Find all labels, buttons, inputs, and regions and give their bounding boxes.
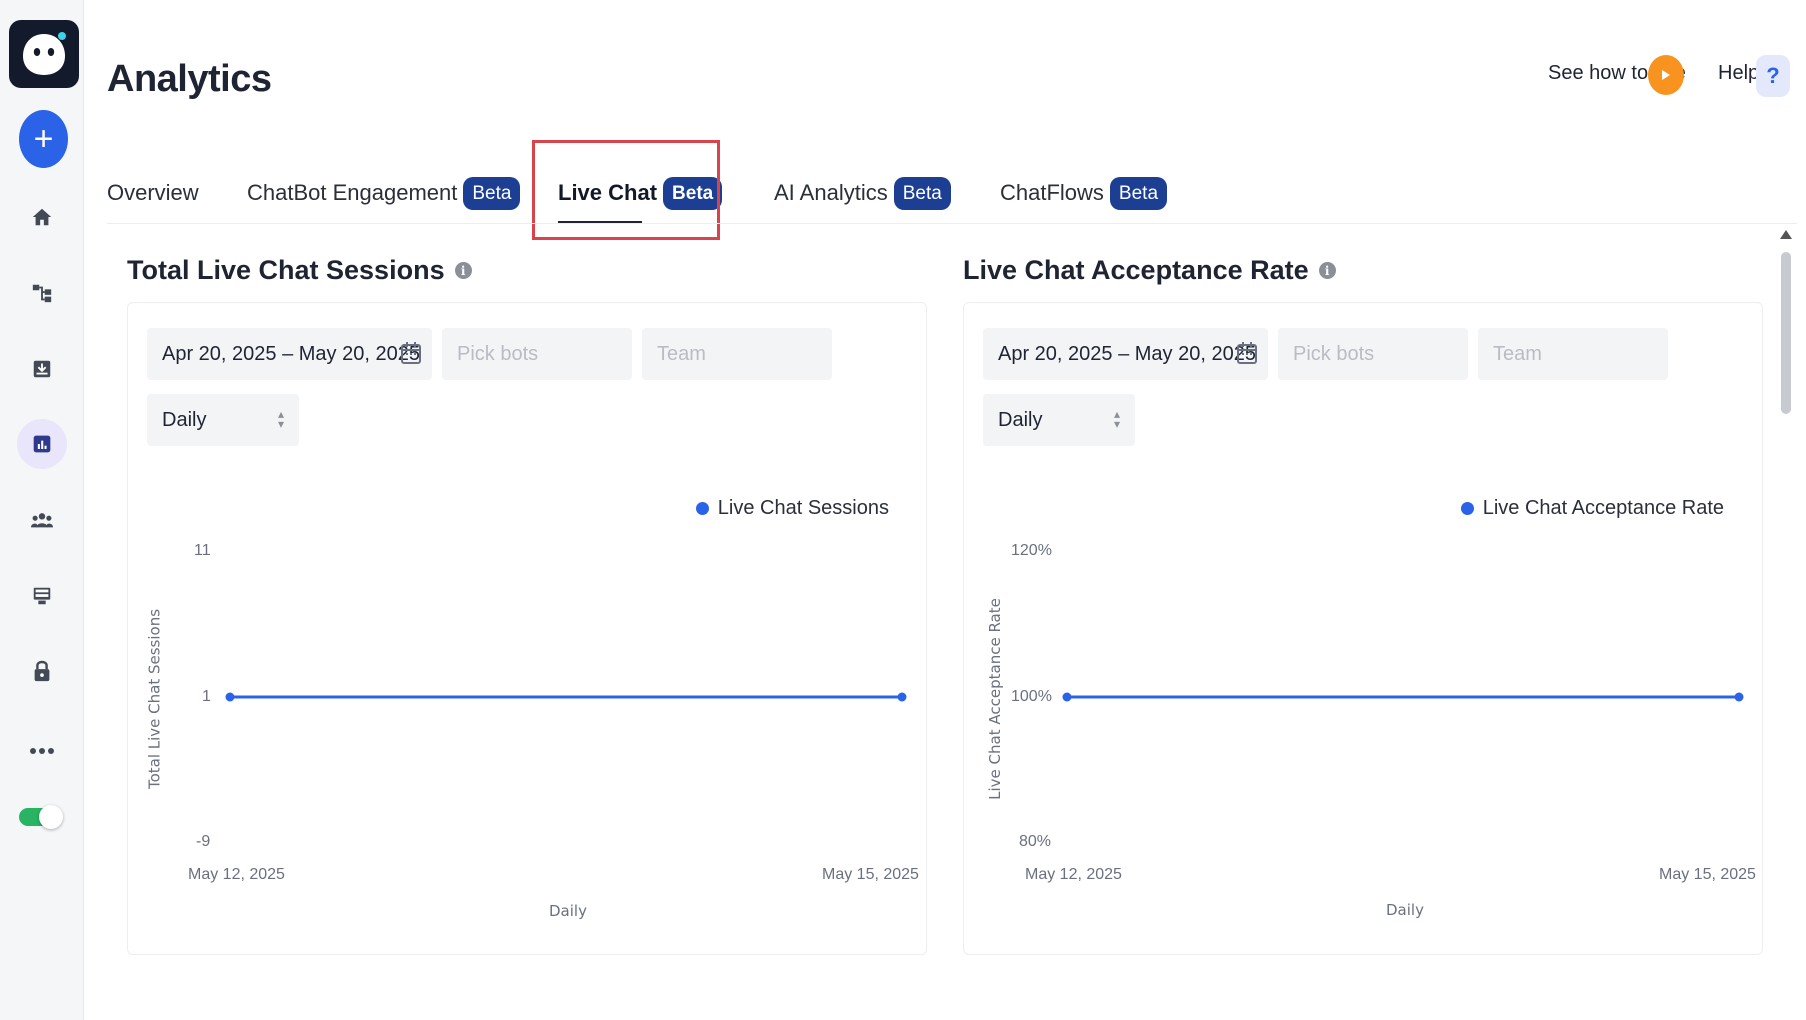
toggle-knob [39, 805, 63, 829]
x-tick-label: May 15, 2025 [1659, 866, 1756, 883]
data-point[interactable] [225, 692, 235, 702]
chart-legend: Live Chat Acceptance Rate [1460, 497, 1724, 520]
active-tab-indicator [558, 221, 642, 224]
data-point[interactable] [1062, 692, 1072, 702]
pick-bots-placeholder: Pick bots [457, 342, 539, 365]
y-tick-label: 80% [1019, 833, 1052, 850]
sessions-card: Apr 20, 2025 – May 20, 2025 Pick bots Te… [127, 302, 927, 955]
legend-marker [1460, 502, 1474, 515]
line-plot-acceptance [1062, 692, 1744, 702]
interval-value: Daily [998, 408, 1043, 431]
pick-bots-select[interactable]: Pick bots [442, 328, 632, 380]
y-tick-label: 1 [202, 688, 211, 705]
panel-title-text: Total Live Chat Sessions [127, 255, 445, 285]
y-tick-label: -9 [196, 833, 211, 850]
info-icon[interactable]: i [1318, 262, 1336, 279]
team-select[interactable]: Team [1478, 328, 1668, 380]
legend-label: Live Chat Acceptance Rate [1482, 497, 1724, 519]
x-tick-label: May 15, 2025 [822, 866, 919, 883]
y-tick-label: 120% [1011, 542, 1052, 559]
beta-badge: Beta [463, 176, 521, 210]
date-range-picker[interactable]: Apr 20, 2025 – May 20, 2025 [147, 328, 432, 380]
interval-select[interactable]: Daily ▴ ▾ [147, 394, 299, 446]
tabs-divider [107, 223, 1797, 224]
tab-label: Overview [107, 180, 199, 205]
pick-bots-placeholder: Pick bots [1293, 342, 1375, 365]
help-icon[interactable]: ? [1756, 55, 1790, 97]
page-title: Analytics [107, 58, 272, 100]
feature-toggle[interactable] [19, 805, 63, 829]
users-icon[interactable] [17, 495, 67, 545]
data-point[interactable] [1734, 692, 1744, 702]
monitor-icon[interactable] [17, 571, 67, 621]
home-icon[interactable] [17, 192, 67, 242]
tab-label: ChatFlows [1000, 180, 1104, 205]
panel-title-sessions: Total Live Chat Sessions i [127, 255, 472, 286]
team-placeholder: Team [1493, 342, 1542, 365]
beta-badge: Beta [893, 176, 951, 210]
info-icon[interactable]: i [454, 262, 472, 279]
x-axis-label: Daily [549, 902, 587, 920]
interval-value: Daily [162, 408, 207, 431]
date-range-value: Apr 20, 2025 – May 20, 2025 [998, 342, 1256, 365]
tab-live-chat[interactable]: Live Chat Beta [558, 172, 723, 214]
chatbot-face-icon[interactable] [9, 20, 79, 88]
beta-badge: Beta [1109, 176, 1168, 210]
x-tick-label: May 12, 2025 [188, 866, 285, 883]
flow-icon[interactable] [17, 268, 67, 318]
x-tick-label: May 12, 2025 [1025, 866, 1122, 883]
panel-title-acceptance: Live Chat Acceptance Rate i [963, 255, 1336, 286]
y-axis-label: Total Live Chat Sessions [145, 608, 164, 790]
select-chevron-icon: ▴ ▾ [277, 407, 284, 431]
x-axis-label: Daily [1386, 901, 1424, 919]
download-tray-icon[interactable] [17, 344, 67, 394]
tab-overview[interactable]: Overview [107, 172, 199, 214]
calendar-icon [400, 341, 422, 371]
calendar-icon [1236, 341, 1258, 371]
sidebar: + [0, 0, 84, 1020]
more-horizontal-icon[interactable] [17, 726, 67, 776]
lock-icon[interactable] [17, 646, 67, 696]
panel-title-text: Live Chat Acceptance Rate [963, 255, 1309, 285]
legend-marker [695, 502, 709, 515]
data-point[interactable] [897, 692, 907, 702]
team-select[interactable]: Team [642, 328, 832, 380]
tab-chatflows[interactable]: ChatFlows Beta [1000, 172, 1168, 214]
beta-badge: Beta [663, 176, 723, 210]
y-tick-label: 11 [194, 542, 211, 559]
legend-label: Live Chat Sessions [717, 497, 889, 519]
interval-select[interactable]: Daily ▴ ▾ [983, 394, 1135, 446]
line-plot-sessions [225, 692, 907, 702]
scroll-up-arrow[interactable] [1780, 230, 1792, 239]
y-tick-label: 100% [1011, 688, 1052, 705]
tab-label: Live Chat [558, 180, 658, 205]
pick-bots-select[interactable]: Pick bots [1278, 328, 1468, 380]
scrollbar-thumb[interactable] [1781, 252, 1791, 414]
tab-label: AI Analytics [774, 180, 888, 205]
plus-icon[interactable]: + [19, 110, 68, 168]
y-axis-label: Live Chat Acceptance Rate [986, 598, 1004, 800]
chart-legend: Live Chat Sessions [695, 497, 889, 520]
tab-label: ChatBot Engagement [247, 180, 458, 205]
bar-chart-icon[interactable] [17, 419, 67, 469]
play-icon[interactable] [1648, 55, 1684, 95]
tab-chatbot-engagement[interactable]: ChatBot Engagement Beta [247, 172, 521, 214]
active-tab-highlight-box [532, 140, 720, 240]
date-range-value: Apr 20, 2025 – May 20, 2025 [162, 342, 420, 365]
select-chevron-icon: ▴ ▾ [1113, 407, 1120, 431]
team-placeholder: Team [657, 342, 706, 365]
help-label[interactable]: Help [1718, 62, 1760, 84]
tab-ai-analytics[interactable]: AI Analytics Beta [774, 172, 951, 214]
date-range-picker[interactable]: Apr 20, 2025 – May 20, 2025 [983, 328, 1268, 380]
acceptance-card: Apr 20, 2025 – May 20, 2025 Pick bots Te… [963, 302, 1763, 955]
